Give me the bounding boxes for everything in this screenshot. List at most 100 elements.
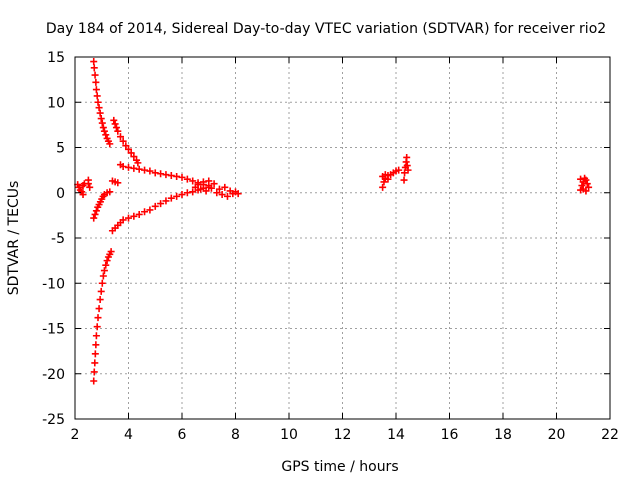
x-tick-label: 2: [71, 427, 80, 443]
data-point: [178, 173, 186, 181]
y-tick-label: 10: [47, 95, 65, 111]
data-point: [395, 166, 403, 174]
data-point: [103, 257, 111, 265]
x-tick-label: 10: [280, 427, 298, 443]
data-point: [183, 189, 191, 197]
data-point: [92, 86, 100, 94]
data-point: [114, 179, 122, 187]
data-point: [130, 153, 138, 161]
data-point: [189, 177, 197, 185]
data-point: [119, 163, 127, 171]
data-point: [380, 178, 388, 186]
data-point: [194, 181, 202, 189]
data-point: [381, 171, 389, 179]
x-axis-label: GPS time / hours: [281, 459, 398, 475]
data-point: [92, 78, 100, 86]
data-point: [167, 194, 175, 202]
data-point: [79, 191, 87, 199]
data-point: [151, 169, 159, 177]
data-point: [135, 210, 143, 218]
data-point: [173, 192, 181, 200]
data-point: [96, 109, 104, 117]
data-point: [146, 167, 154, 175]
y-tick-label: -10: [42, 276, 65, 292]
data-point: [157, 200, 165, 208]
data-point: [91, 71, 99, 79]
y-tick-label: -15: [42, 322, 65, 338]
data-point: [151, 202, 159, 210]
data-point: [205, 177, 213, 185]
data-point: [210, 180, 218, 188]
data-point: [167, 172, 175, 180]
data-point: [119, 216, 127, 224]
data-point: [400, 176, 408, 184]
data-point: [98, 119, 106, 127]
data-point: [127, 149, 135, 157]
y-tick-label: -25: [42, 412, 65, 428]
data-point: [84, 180, 92, 188]
data-point: [162, 197, 170, 205]
x-tick-label: 6: [178, 427, 187, 443]
data-point: [96, 296, 104, 304]
x-tick-label: 16: [441, 427, 459, 443]
data-point: [578, 182, 586, 190]
data-point: [114, 127, 122, 135]
data-point: [95, 305, 103, 313]
data-point: [90, 58, 98, 66]
data-point: [100, 267, 108, 275]
data-point: [215, 185, 223, 193]
y-tick-label: 5: [56, 141, 65, 157]
data-point: [189, 188, 197, 196]
data-point: [90, 214, 98, 222]
data-point: [141, 208, 149, 216]
data-point: [125, 145, 132, 153]
data-point: [100, 127, 108, 135]
data-point: [112, 124, 120, 132]
x-tick-label: 4: [124, 427, 133, 443]
data-point: [141, 166, 149, 174]
x-tick-labels: 2 4 6 8 10 12 14 16 18 20 22: [71, 427, 619, 443]
data-point: [93, 92, 101, 100]
data-point: [218, 191, 226, 199]
data-point: [90, 368, 98, 376]
data-point: [125, 163, 132, 171]
data-point: [582, 176, 590, 184]
data-point: [173, 172, 181, 180]
data-point: [135, 165, 143, 173]
data-point: [379, 183, 387, 191]
data-point: [221, 183, 229, 191]
data-point: [207, 184, 215, 192]
data-point: [162, 171, 170, 179]
data-point: [577, 175, 585, 183]
x-tick-label: 8: [231, 427, 240, 443]
data-point: [234, 190, 242, 198]
data-point: [97, 287, 105, 295]
chart-title: Day 184 of 2014, Sidereal Day-to-day VTE…: [46, 21, 606, 37]
x-tick-label: 12: [334, 427, 352, 443]
y-tick-label: 15: [47, 50, 65, 66]
data-point: [90, 377, 98, 385]
data-point: [130, 212, 138, 220]
data-point: [99, 124, 107, 132]
ticks: [74, 56, 611, 420]
data-point: [99, 272, 107, 280]
data-point: [213, 189, 221, 197]
data-point: [403, 162, 411, 170]
data-point: [91, 359, 99, 367]
data-point: [92, 332, 100, 340]
data-point: [183, 175, 191, 183]
data-point: [91, 210, 99, 218]
x-tick-label: 20: [548, 427, 566, 443]
y-tick-labels: -25 -20 -15 -10 -5 0 5 10 15: [42, 50, 65, 428]
data-point: [111, 120, 119, 128]
data-point: [91, 350, 99, 358]
data-point: [102, 131, 110, 139]
data-point: [119, 137, 127, 145]
x-tick-label: 22: [601, 427, 619, 443]
grid: [75, 57, 610, 419]
x-tick-label: 18: [494, 427, 512, 443]
data-point: [384, 175, 392, 183]
data-point: [583, 180, 591, 188]
